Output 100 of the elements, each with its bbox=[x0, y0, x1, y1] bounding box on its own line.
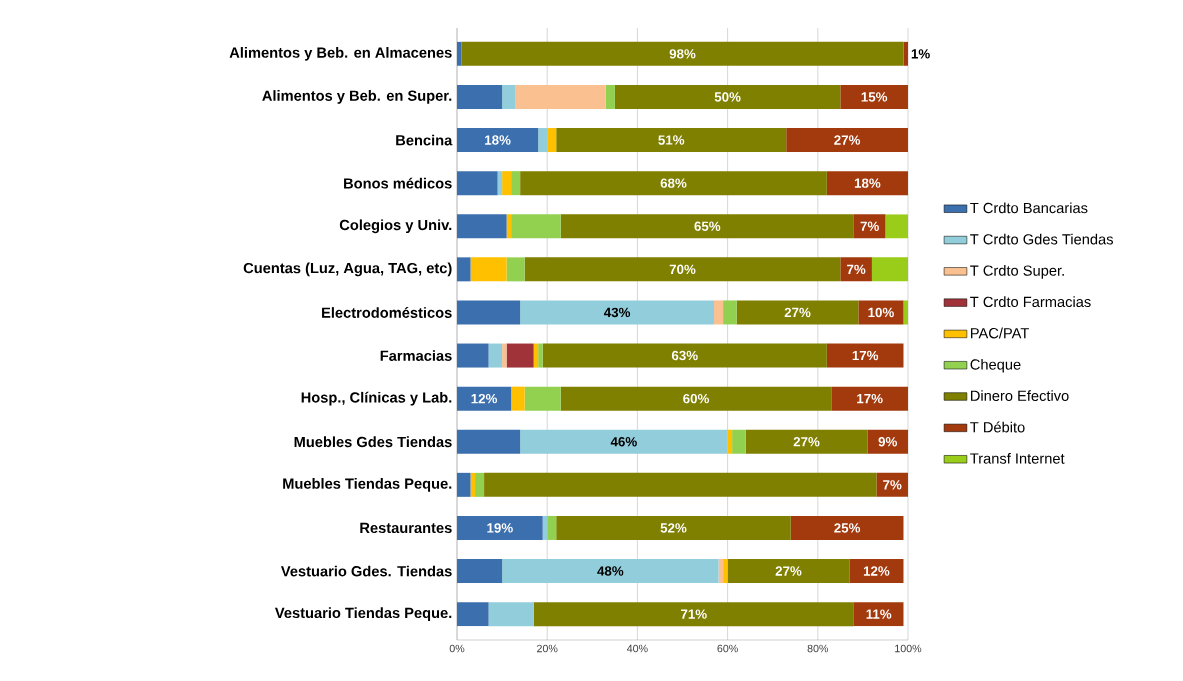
bar bbox=[867, 429, 908, 454]
bar bbox=[457, 171, 498, 196]
data-label: 27% bbox=[834, 135, 861, 145]
bar bbox=[727, 559, 850, 584]
bar bbox=[488, 602, 534, 627]
bar bbox=[853, 602, 904, 627]
bar bbox=[547, 128, 557, 153]
data-label: 15% bbox=[861, 92, 888, 102]
y-tick-label: Bonos médicos bbox=[344, 177, 452, 189]
bar bbox=[614, 84, 841, 109]
data-label: 7% bbox=[860, 221, 879, 231]
bar bbox=[511, 386, 525, 411]
bar bbox=[457, 515, 543, 540]
x-tick-label: 0% bbox=[449, 644, 465, 653]
bar bbox=[732, 429, 746, 454]
bar bbox=[502, 559, 719, 584]
bar bbox=[506, 257, 525, 282]
y-tick-label: Colegios y Univ. bbox=[339, 219, 452, 234]
bar bbox=[457, 41, 462, 66]
bar bbox=[831, 386, 908, 411]
bar bbox=[840, 84, 908, 109]
bar bbox=[475, 472, 485, 497]
bar bbox=[538, 128, 548, 153]
data-label: 18% bbox=[854, 178, 881, 188]
data-label: 12% bbox=[471, 393, 498, 404]
data-label: 63% bbox=[671, 350, 698, 361]
bar bbox=[520, 429, 728, 454]
bar bbox=[560, 386, 832, 411]
data-label: 7% bbox=[847, 264, 866, 275]
bar bbox=[871, 257, 908, 282]
data-label: 27% bbox=[775, 566, 802, 576]
bar bbox=[560, 214, 854, 239]
data-label: 7% bbox=[883, 480, 902, 490]
bar bbox=[457, 214, 507, 239]
legend-label: Cheque bbox=[970, 358, 1021, 373]
y-tick-label: Farmacias bbox=[380, 350, 452, 361]
bar bbox=[736, 300, 859, 325]
bar bbox=[457, 559, 503, 584]
bar bbox=[506, 343, 534, 368]
data-label: 18% bbox=[485, 135, 511, 145]
legend-label: Dinero Efectivo bbox=[971, 390, 1069, 401]
data-label: 19% bbox=[487, 523, 513, 533]
y-tick-label: Muebles Tiendas Peque. bbox=[283, 478, 452, 492]
bar bbox=[840, 257, 872, 282]
legend-label: T Crdto Super. bbox=[970, 265, 1064, 279]
bar bbox=[457, 343, 489, 368]
y-tick-label: Bencina bbox=[396, 134, 453, 146]
legend-label: Transf Internet bbox=[970, 452, 1065, 464]
bar bbox=[511, 214, 561, 239]
bar bbox=[457, 429, 521, 454]
x-tick-label: 20% bbox=[537, 644, 558, 653]
bar bbox=[520, 171, 827, 196]
bar bbox=[524, 386, 561, 411]
data-label: 60% bbox=[683, 393, 710, 404]
data-label: 27% bbox=[784, 307, 811, 318]
bar bbox=[457, 257, 471, 282]
bar bbox=[457, 472, 471, 497]
legend-label: T Débito bbox=[970, 421, 1025, 433]
y-tick-label: Alimentos y Beb. en Super. bbox=[262, 90, 452, 104]
bar bbox=[457, 84, 503, 109]
data-label: 98% bbox=[669, 49, 696, 59]
bar bbox=[542, 343, 827, 368]
legend-label: PAC/PAT bbox=[971, 327, 1029, 339]
bar bbox=[457, 300, 521, 325]
bar bbox=[461, 41, 904, 66]
bar bbox=[484, 472, 877, 497]
data-label: 50% bbox=[714, 92, 741, 102]
data-label: 48% bbox=[597, 566, 624, 576]
bar bbox=[547, 515, 557, 540]
bar bbox=[502, 84, 516, 109]
bar bbox=[520, 300, 715, 325]
data-label: 52% bbox=[660, 523, 687, 533]
bar bbox=[858, 300, 904, 325]
data-label: 1% bbox=[911, 49, 930, 59]
bar bbox=[826, 343, 904, 368]
bar bbox=[502, 171, 512, 196]
data-label: 17% bbox=[857, 393, 883, 404]
data-label: 70% bbox=[669, 264, 696, 275]
bar bbox=[515, 84, 606, 109]
bar bbox=[533, 602, 854, 627]
bar bbox=[723, 300, 737, 325]
bar bbox=[790, 515, 904, 540]
data-label: 25% bbox=[834, 523, 861, 533]
bar bbox=[502, 343, 507, 368]
legend-label: T Crdto Farmacias bbox=[970, 296, 1091, 308]
data-label: 68% bbox=[660, 178, 687, 188]
bar bbox=[470, 257, 507, 282]
bar bbox=[723, 559, 728, 584]
bar bbox=[745, 429, 868, 454]
x-tick-label: 60% bbox=[717, 644, 738, 653]
data-label: 10% bbox=[868, 307, 894, 318]
bar bbox=[826, 171, 908, 196]
bar bbox=[524, 257, 841, 282]
bar bbox=[885, 214, 908, 239]
bar bbox=[457, 602, 489, 627]
x-tick-label: 40% bbox=[626, 644, 648, 653]
data-label: 9% bbox=[878, 437, 897, 447]
bar bbox=[714, 300, 724, 325]
bar bbox=[605, 84, 615, 109]
data-label: 11% bbox=[866, 609, 892, 619]
